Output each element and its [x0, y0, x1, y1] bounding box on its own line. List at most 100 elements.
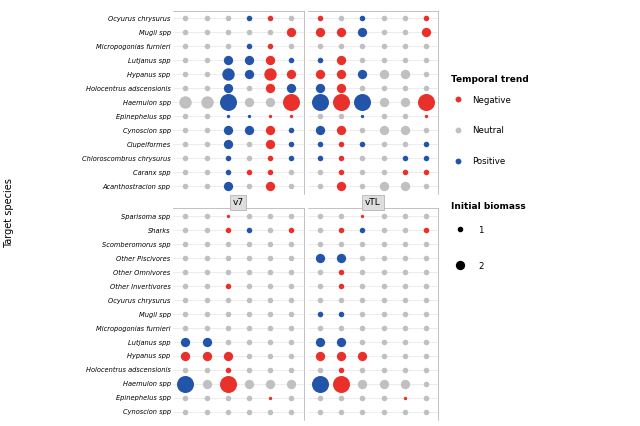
Point	[420, 29, 431, 36]
Point	[357, 15, 367, 22]
Point	[286, 311, 296, 317]
Text: Neutral: Neutral	[472, 126, 504, 135]
Title: v7: v7	[233, 198, 244, 207]
Point	[180, 85, 191, 92]
Point	[420, 409, 431, 415]
Point	[180, 296, 191, 303]
Point	[202, 43, 212, 50]
Point	[357, 296, 367, 303]
Point	[453, 157, 463, 164]
Point	[180, 141, 191, 147]
Point	[399, 282, 410, 289]
Point	[399, 409, 410, 415]
Point	[378, 366, 388, 373]
Point	[378, 127, 388, 133]
Point	[286, 394, 296, 401]
Point	[202, 227, 212, 233]
Point	[378, 325, 388, 331]
Point	[202, 353, 212, 360]
Point	[202, 71, 212, 78]
Point	[202, 339, 212, 345]
Point	[286, 155, 296, 161]
Point	[180, 394, 191, 401]
Point	[202, 255, 212, 262]
Point	[223, 155, 233, 161]
Point	[315, 325, 325, 331]
Point	[265, 227, 275, 233]
Point	[202, 57, 212, 63]
Point	[315, 29, 325, 36]
Point	[336, 29, 346, 36]
Point	[420, 183, 431, 190]
Point	[265, 141, 275, 147]
Point	[378, 99, 388, 106]
Point	[244, 325, 254, 331]
Point	[286, 241, 296, 248]
Point	[315, 155, 325, 161]
Point	[244, 141, 254, 147]
Point	[202, 169, 212, 176]
Point	[315, 43, 325, 50]
Point	[265, 409, 275, 415]
Point	[378, 339, 388, 345]
Point	[265, 85, 275, 92]
Point	[202, 127, 212, 133]
Point	[420, 141, 431, 147]
Point	[399, 183, 410, 190]
Point	[336, 169, 346, 176]
Point	[265, 366, 275, 373]
Text: Temporal trend: Temporal trend	[451, 75, 529, 83]
Point	[202, 99, 212, 106]
Point	[223, 394, 233, 401]
Point	[399, 394, 410, 401]
Point	[315, 409, 325, 415]
Point	[357, 113, 367, 120]
Point	[202, 113, 212, 120]
Point	[180, 169, 191, 176]
Point	[336, 255, 346, 262]
Point	[336, 409, 346, 415]
Point	[180, 183, 191, 190]
Point	[357, 183, 367, 190]
Point	[265, 269, 275, 276]
Point	[180, 241, 191, 248]
Text: Target species: Target species	[4, 178, 14, 248]
Point	[336, 380, 346, 387]
Point	[180, 57, 191, 63]
Point	[244, 366, 254, 373]
Point	[265, 311, 275, 317]
Point	[223, 43, 233, 50]
Point	[378, 353, 388, 360]
Point	[315, 227, 325, 233]
Point	[244, 155, 254, 161]
Point	[399, 43, 410, 50]
Point	[378, 43, 388, 50]
Point	[223, 282, 233, 289]
Point	[336, 113, 346, 120]
Point	[244, 227, 254, 233]
Point	[244, 353, 254, 360]
Title: vTL: vTL	[365, 198, 381, 207]
Point	[357, 99, 367, 106]
Point	[244, 113, 254, 120]
Point	[286, 71, 296, 78]
Point	[378, 282, 388, 289]
Point	[202, 380, 212, 387]
Point	[420, 296, 431, 303]
Point	[378, 29, 388, 36]
Point	[265, 29, 275, 36]
Point	[223, 99, 233, 106]
Point	[202, 269, 212, 276]
Point	[315, 15, 325, 22]
Point	[202, 183, 212, 190]
Point	[420, 282, 431, 289]
Point	[315, 127, 325, 133]
Point	[336, 282, 346, 289]
Point	[180, 282, 191, 289]
Point	[357, 325, 367, 331]
Point	[378, 57, 388, 63]
Point	[420, 353, 431, 360]
Point	[180, 366, 191, 373]
Point	[399, 339, 410, 345]
Point	[223, 409, 233, 415]
